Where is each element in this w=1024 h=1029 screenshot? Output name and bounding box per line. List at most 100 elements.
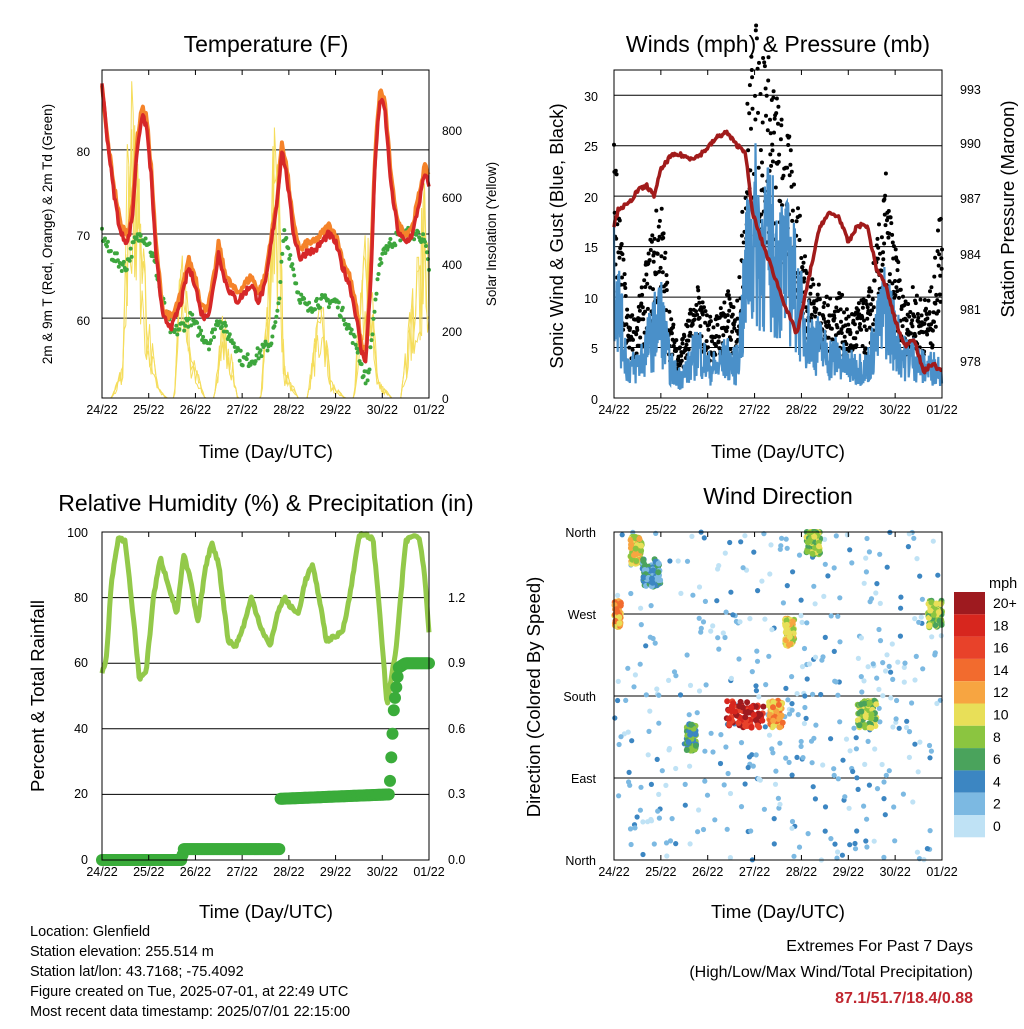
gust-point bbox=[739, 233, 744, 238]
dewpoint-point bbox=[296, 290, 301, 295]
gust-point bbox=[633, 317, 638, 322]
gust-point bbox=[656, 224, 661, 229]
extremes-subtitle: (High/Low/Max Wind/Total Precipitation) bbox=[689, 964, 973, 981]
winds-title: Winds (mph) & Pressure (mb) bbox=[626, 31, 930, 57]
dewpoint-point bbox=[349, 327, 354, 332]
direction-point bbox=[847, 748, 853, 754]
direction-point bbox=[873, 590, 879, 596]
direction-point bbox=[748, 724, 755, 731]
dewpoint-point bbox=[173, 328, 178, 332]
gust-point bbox=[869, 289, 874, 294]
direction-point bbox=[868, 711, 875, 718]
dewpoint-point bbox=[366, 370, 371, 375]
winds-y2tick-993: 993 bbox=[960, 83, 981, 97]
gust-point bbox=[715, 322, 720, 327]
direction-point bbox=[924, 846, 931, 852]
precip-point bbox=[387, 704, 400, 717]
direction-point bbox=[632, 825, 638, 831]
precip-point bbox=[391, 670, 404, 683]
direction-point bbox=[888, 669, 894, 675]
temperature-ytick-70: 70 bbox=[77, 229, 91, 243]
dewpoint-point bbox=[284, 236, 289, 240]
winds-pressure-series bbox=[612, 129, 943, 375]
dewpoint-point bbox=[336, 300, 341, 305]
dewpoint-point bbox=[127, 258, 132, 263]
direction-point bbox=[722, 634, 728, 641]
direction-title: Wind Direction bbox=[703, 483, 853, 509]
direction-point bbox=[772, 781, 779, 787]
direction-point bbox=[794, 754, 800, 761]
temperature-y2tick-400: 400 bbox=[442, 258, 462, 272]
direction-point bbox=[759, 717, 766, 724]
gust-point bbox=[860, 315, 865, 320]
gust-point bbox=[790, 208, 795, 213]
dewpoint-point bbox=[393, 243, 398, 248]
gust-point bbox=[925, 316, 930, 321]
direction-point bbox=[822, 561, 828, 567]
direction-point bbox=[684, 558, 691, 564]
direction-ytick-north-top: North bbox=[565, 526, 596, 540]
direction-point bbox=[638, 605, 644, 611]
gust-point bbox=[768, 131, 773, 136]
direction-point bbox=[696, 584, 703, 590]
direction-point bbox=[761, 806, 768, 812]
direction-point bbox=[780, 600, 787, 606]
direction-point bbox=[917, 573, 923, 579]
dewpoint-point bbox=[280, 251, 285, 256]
gust-point bbox=[810, 277, 815, 282]
direction-point bbox=[876, 686, 882, 693]
direction-point bbox=[786, 634, 793, 640]
gust-point bbox=[854, 343, 859, 348]
dewpoint-point bbox=[274, 314, 279, 319]
dewpoint-point bbox=[388, 237, 393, 241]
gust-point bbox=[757, 60, 761, 65]
direction-point bbox=[637, 661, 643, 667]
speed-legend-label: 16 bbox=[993, 640, 1009, 656]
gust-point bbox=[938, 273, 943, 278]
direction-point bbox=[776, 724, 783, 731]
direction-point bbox=[779, 719, 786, 726]
direction-point bbox=[806, 529, 813, 536]
gust-point bbox=[936, 228, 940, 233]
gust-point bbox=[664, 288, 669, 293]
gust-point bbox=[930, 343, 935, 348]
direction-point bbox=[784, 545, 790, 551]
gust-point bbox=[704, 313, 709, 318]
direction-point bbox=[715, 635, 721, 641]
direction-point bbox=[858, 635, 865, 641]
gust-point bbox=[792, 182, 796, 187]
direction-point bbox=[913, 653, 919, 660]
gust-point bbox=[838, 307, 843, 312]
gust-point bbox=[890, 232, 895, 237]
gust-point bbox=[936, 309, 941, 314]
gust-point bbox=[678, 345, 682, 350]
gust-point bbox=[703, 309, 708, 314]
direction-scatter bbox=[611, 529, 945, 863]
gust-point bbox=[728, 347, 733, 352]
gust-point bbox=[842, 310, 846, 315]
direction-point bbox=[616, 793, 622, 799]
direction-point bbox=[906, 754, 913, 761]
gust-point bbox=[683, 346, 688, 350]
gust-point bbox=[760, 160, 764, 165]
gust-point bbox=[809, 312, 814, 317]
direction-point bbox=[825, 573, 831, 579]
direction-point bbox=[768, 542, 774, 548]
gust-point bbox=[652, 236, 657, 241]
solar-insolation-line bbox=[102, 146, 430, 399]
direction-point bbox=[846, 805, 852, 811]
direction-point bbox=[756, 694, 762, 700]
direction-point bbox=[905, 544, 912, 550]
gust-point bbox=[684, 342, 689, 347]
direction-point bbox=[638, 784, 644, 790]
gust-point bbox=[617, 218, 622, 223]
direction-point bbox=[616, 614, 623, 621]
gust-point bbox=[731, 305, 736, 310]
gust-point bbox=[758, 92, 763, 96]
direction-point bbox=[858, 674, 864, 680]
gust-point bbox=[694, 309, 698, 314]
direction-point bbox=[833, 533, 839, 539]
temperature-xtick-label: 27/22 bbox=[227, 403, 258, 417]
direction-point bbox=[822, 804, 829, 810]
direction-point bbox=[916, 619, 922, 625]
